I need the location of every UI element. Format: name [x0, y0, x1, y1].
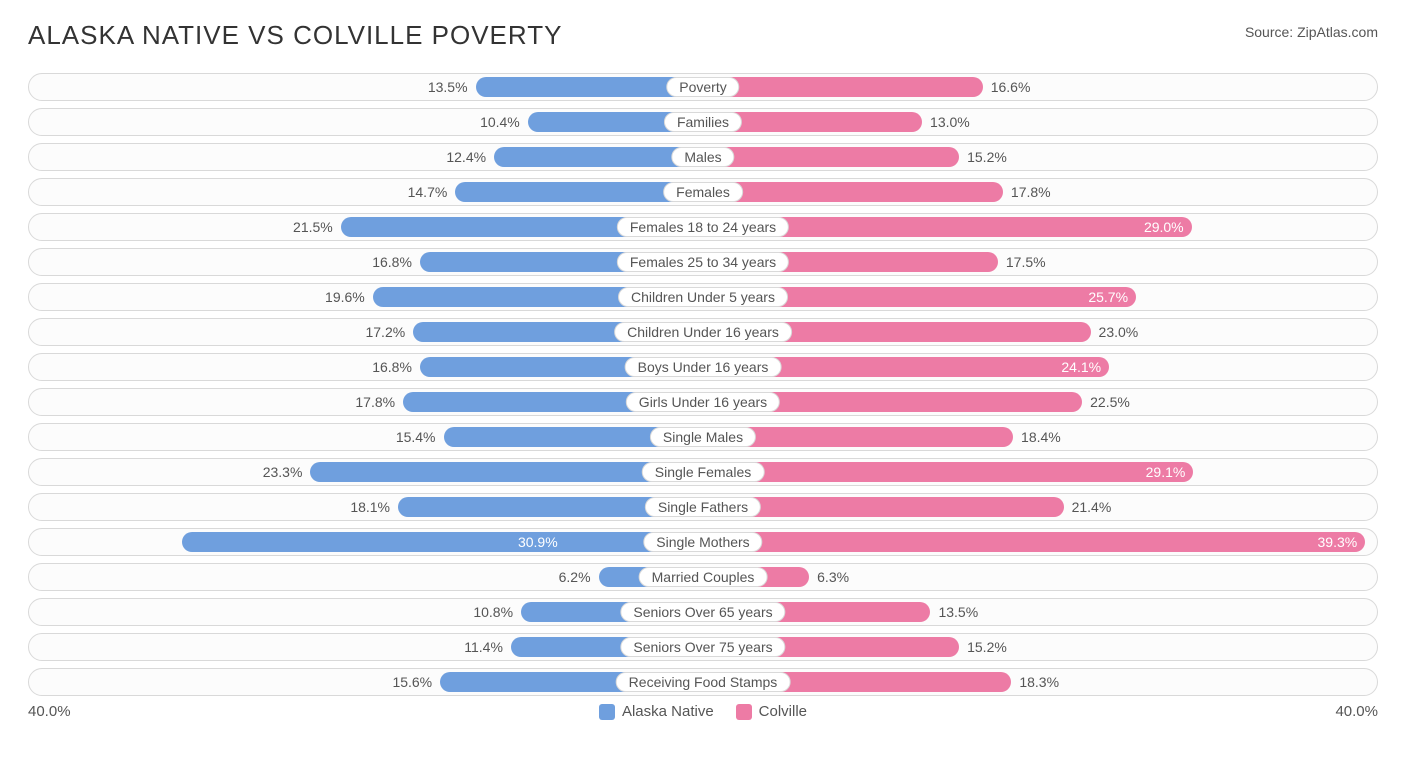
- category-label: Females 18 to 24 years: [617, 217, 789, 237]
- category-label: Boys Under 16 years: [625, 357, 782, 377]
- category-label: Single Males: [650, 427, 756, 447]
- chart-row: 15.6% 18.3% Receiving Food Stamps: [28, 668, 1378, 696]
- value-left: 13.5%: [428, 74, 476, 100]
- value-left: 14.7%: [408, 179, 456, 205]
- chart-row: 23.3% 29.1% Single Females: [28, 458, 1378, 486]
- category-label: Families: [664, 112, 742, 132]
- category-label: Males: [671, 147, 734, 167]
- value-left: 12.4%: [446, 144, 494, 170]
- legend: Alaska Native Colville: [599, 703, 807, 720]
- category-label: Single Mothers: [643, 532, 762, 552]
- value-left: 16.8%: [372, 354, 420, 380]
- category-label: Children Under 16 years: [614, 322, 792, 342]
- bar-right: [703, 182, 1003, 202]
- value-right: 17.5%: [998, 249, 1046, 275]
- bar-right: [703, 462, 1193, 482]
- bar-left: [182, 532, 703, 552]
- value-right: 16.6%: [983, 74, 1031, 100]
- legend-label-left: Alaska Native: [622, 703, 714, 720]
- category-label: Females 25 to 34 years: [617, 252, 789, 272]
- value-left: 19.6%: [325, 284, 373, 310]
- category-label: Single Fathers: [645, 497, 761, 517]
- category-label: Receiving Food Stamps: [616, 672, 791, 692]
- category-label: Girls Under 16 years: [626, 392, 780, 412]
- chart-row: 16.8% 17.5% Females 25 to 34 years: [28, 248, 1378, 276]
- axis-max-right: 40.0%: [1335, 703, 1378, 720]
- chart-row: 6.2% 6.3% Married Couples: [28, 563, 1378, 591]
- value-right: 23.0%: [1091, 319, 1139, 345]
- chart-row: 13.5% 16.6% Poverty: [28, 73, 1378, 101]
- legend-label-right: Colville: [759, 703, 807, 720]
- bar-right: [703, 147, 959, 167]
- value-right: 29.0%: [1144, 214, 1184, 240]
- value-left: 18.1%: [350, 494, 398, 520]
- value-left: 10.8%: [473, 599, 521, 625]
- chart-row: 10.4% 13.0% Families: [28, 108, 1378, 136]
- bar-right: [703, 532, 1365, 552]
- value-left: 21.5%: [293, 214, 341, 240]
- value-right: 29.1%: [1146, 459, 1186, 485]
- chart-row: 11.4% 15.2% Seniors Over 75 years: [28, 633, 1378, 661]
- value-left: 11.4%: [464, 634, 511, 660]
- legend-item-right: Colville: [736, 703, 807, 720]
- chart-row: 19.6% 25.7% Children Under 5 years: [28, 283, 1378, 311]
- bar-right: [703, 77, 983, 97]
- value-left: 17.8%: [355, 389, 403, 415]
- value-right: 6.3%: [809, 564, 849, 590]
- chart-row: 16.8% 24.1% Boys Under 16 years: [28, 353, 1378, 381]
- value-right: 25.7%: [1088, 284, 1128, 310]
- value-left: 10.4%: [480, 109, 528, 135]
- value-left: 23.3%: [263, 459, 311, 485]
- chart-title: ALASKA NATIVE VS COLVILLE POVERTY: [28, 20, 562, 51]
- chart-source: Source: ZipAtlas.com: [1245, 24, 1378, 40]
- chart-row: 18.1% 21.4% Single Fathers: [28, 493, 1378, 521]
- value-left: 17.2%: [365, 319, 413, 345]
- category-label: Poverty: [666, 77, 739, 97]
- chart-row: 21.5% 29.0% Females 18 to 24 years: [28, 213, 1378, 241]
- chart-row: 15.4% 18.4% Single Males: [28, 423, 1378, 451]
- category-label: Children Under 5 years: [618, 287, 788, 307]
- legend-swatch-left: [599, 704, 615, 720]
- value-right: 22.5%: [1082, 389, 1130, 415]
- axis-max-left: 40.0%: [28, 703, 71, 720]
- value-left: 30.9%: [508, 529, 558, 555]
- value-right: 18.3%: [1011, 669, 1059, 695]
- chart-row: 30.9% 39.3% Single Mothers: [28, 528, 1378, 556]
- category-label: Seniors Over 75 years: [620, 637, 785, 657]
- value-right: 15.2%: [959, 144, 1007, 170]
- value-left: 16.8%: [372, 249, 420, 275]
- value-right: 18.4%: [1013, 424, 1061, 450]
- diverging-bar-chart: 13.5% 16.6% Poverty 10.4% 13.0% Families 12.4%…: [28, 73, 1378, 696]
- chart-row: 12.4% 15.2% Males: [28, 143, 1378, 171]
- value-right: 13.0%: [922, 109, 970, 135]
- chart-header: ALASKA NATIVE VS COLVILLE POVERTY Source…: [28, 20, 1378, 51]
- category-label: Seniors Over 65 years: [620, 602, 785, 622]
- value-right: 21.4%: [1064, 494, 1112, 520]
- value-right: 13.5%: [930, 599, 978, 625]
- value-right: 15.2%: [959, 634, 1007, 660]
- value-right: 39.3%: [1318, 529, 1358, 555]
- category-label: Females: [663, 182, 743, 202]
- value-left: 15.6%: [392, 669, 440, 695]
- value-right: 24.1%: [1061, 354, 1101, 380]
- value-right: 17.8%: [1003, 179, 1051, 205]
- value-left: 6.2%: [559, 564, 599, 590]
- chart-row: 17.8% 22.5% Girls Under 16 years: [28, 388, 1378, 416]
- chart-row: 17.2% 23.0% Children Under 16 years: [28, 318, 1378, 346]
- chart-row: 14.7% 17.8% Females: [28, 178, 1378, 206]
- category-label: Single Females: [642, 462, 765, 482]
- value-left: 15.4%: [396, 424, 444, 450]
- chart-footer: 40.0% Alaska Native Colville 40.0%: [28, 703, 1378, 720]
- chart-row: 10.8% 13.5% Seniors Over 65 years: [28, 598, 1378, 626]
- legend-swatch-right: [736, 704, 752, 720]
- legend-item-left: Alaska Native: [599, 703, 714, 720]
- category-label: Married Couples: [639, 567, 768, 587]
